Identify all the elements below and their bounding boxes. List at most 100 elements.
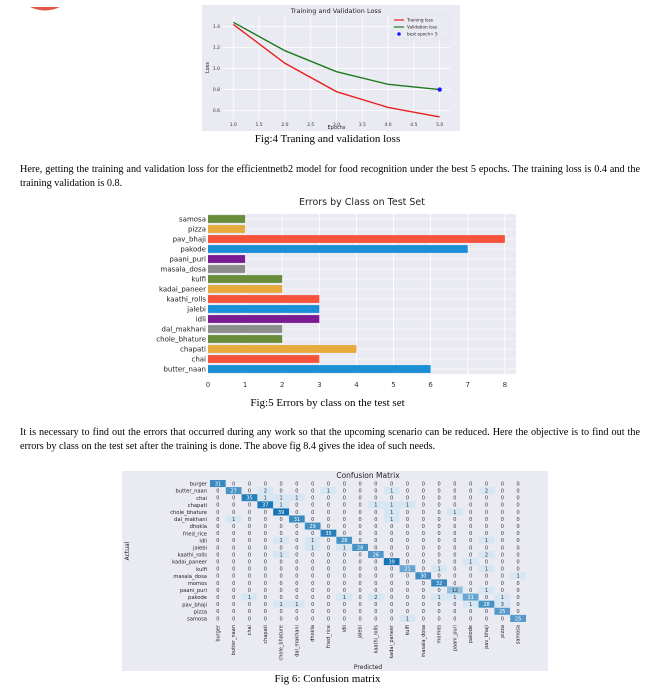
cell-value: 0	[406, 552, 409, 558]
matrix-cell	[352, 565, 368, 573]
matrix-cell	[494, 551, 511, 559]
matrix-cell	[225, 579, 242, 587]
matrix-cell	[336, 487, 353, 495]
x-tick-label: 4.5	[410, 122, 417, 128]
cell-value: 0	[264, 588, 267, 594]
cell-value: 0	[517, 559, 520, 565]
cell-value: 0	[359, 538, 362, 544]
matrix-cell	[241, 543, 258, 551]
matrix-cell	[336, 515, 353, 523]
cell-value: 0	[453, 574, 456, 580]
cell-value: 0	[438, 517, 441, 523]
cell-value: 0	[216, 574, 219, 580]
matrix-cell	[257, 480, 274, 488]
cell-value: 0	[469, 496, 472, 502]
row-label: chapati	[188, 503, 207, 509]
cell-value: 0	[248, 538, 251, 544]
cell-value: 26	[373, 552, 379, 558]
matrix-cell	[210, 600, 226, 608]
matrix-cell	[368, 600, 384, 608]
fig4-caption: Fig:4 Traning and validation loss	[254, 133, 401, 145]
cell-value: 0	[485, 531, 488, 537]
matrix-cell	[336, 536, 353, 544]
matrix-cell	[210, 529, 226, 537]
cell-value: 0	[359, 503, 362, 509]
matrix-cell	[447, 614, 463, 622]
cell-value: 0	[280, 567, 283, 573]
matrix-cell	[447, 515, 463, 523]
cell-value: 0	[264, 567, 267, 573]
y-tick-label: 0.6	[213, 108, 220, 114]
matrix-cell	[352, 529, 368, 537]
matrix-cell	[225, 480, 242, 488]
matrix-cell	[399, 536, 416, 544]
cell-value: 0	[438, 574, 441, 580]
matrix-cell	[510, 607, 526, 615]
y-tick-label: 1.2	[213, 45, 220, 51]
cell-value: 0	[501, 559, 504, 565]
cell-value: 0	[327, 552, 330, 558]
matrix-cell	[510, 565, 526, 573]
cell-value: 0	[438, 602, 441, 608]
cell-value: 0	[359, 531, 362, 537]
matrix-cell	[336, 508, 353, 516]
matrix-cell	[352, 494, 368, 502]
cell-value: 0	[359, 552, 362, 558]
cell-value: 0	[485, 517, 488, 523]
cell-value: 0	[343, 602, 346, 608]
cell-value: 0	[422, 567, 425, 573]
cell-value: 0	[264, 481, 267, 487]
cell-value: 0	[248, 545, 251, 551]
matrix-cell	[415, 593, 432, 601]
cell-value: 1	[295, 496, 298, 502]
matrix-cell	[462, 501, 479, 509]
matrix-cell	[399, 607, 416, 615]
x-tick-label: 3.0	[333, 122, 340, 128]
cell-value: 0	[501, 503, 504, 509]
cell-value: 0	[311, 574, 314, 580]
cell-value: 0	[327, 567, 330, 573]
matrix-cell	[257, 593, 274, 601]
x-tick-label: 3.5	[359, 122, 366, 128]
cell-value: 0	[248, 481, 251, 487]
y-tick-label: 1.4	[213, 24, 220, 30]
cell-value: 0	[485, 510, 488, 516]
cell-value: 1	[485, 538, 488, 544]
cell-value: 0	[453, 581, 456, 587]
cell-value: 0	[453, 503, 456, 509]
matrix-cell	[289, 529, 305, 537]
matrix-cell	[289, 536, 305, 544]
cell-value: 0	[438, 616, 441, 622]
cell-value: 0	[374, 545, 377, 551]
cell-value: 0	[311, 488, 314, 494]
matrix-cell	[273, 607, 289, 615]
cell-value: 1	[453, 595, 456, 601]
matrix-cell	[336, 593, 353, 601]
matrix-cell	[225, 565, 242, 573]
column-label: chapati	[263, 625, 269, 644]
cell-value: 1	[485, 588, 488, 594]
matrix-cell	[352, 487, 368, 495]
matrix-cell	[494, 536, 511, 544]
matrix-cell	[336, 614, 353, 622]
cell-value: 0	[374, 488, 377, 494]
cell-value: 0	[295, 545, 298, 551]
cell-value: 0	[453, 616, 456, 622]
matrix-cell	[304, 565, 321, 573]
cell-value: 0	[216, 609, 219, 615]
column-label: momos	[437, 625, 443, 644]
cell-value: 0	[374, 559, 377, 565]
cell-value: 25	[499, 609, 505, 615]
x-tick-label: 7	[466, 381, 470, 389]
cell-value: 0	[517, 567, 520, 573]
matrix-cell	[210, 480, 226, 488]
cell-value: 0	[295, 488, 298, 494]
cell-value: 0	[295, 609, 298, 615]
cell-value: 0	[469, 567, 472, 573]
matrix-cell	[225, 501, 242, 509]
cell-value: 0	[438, 481, 441, 487]
cell-value: 0	[232, 545, 235, 551]
cell-value: 0	[374, 531, 377, 537]
cell-value: 0	[216, 503, 219, 509]
matrix-cell	[462, 494, 479, 502]
